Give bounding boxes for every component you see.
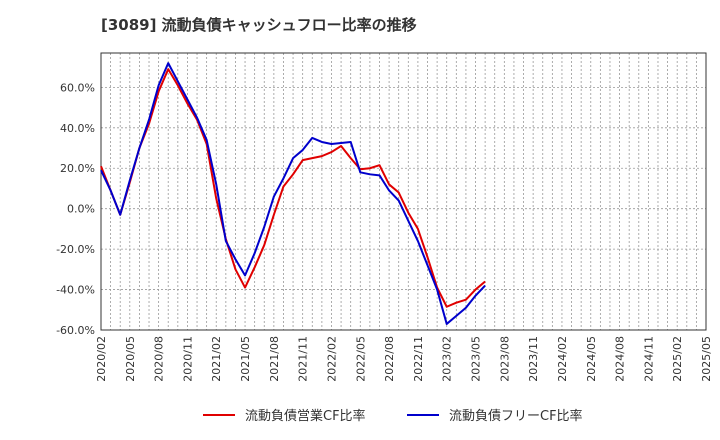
x-tick-label: 2022/11 (412, 336, 425, 382)
x-axis: 2020/02 2020/05 2020/08 2020/11 2021/02 2021/… (95, 336, 713, 382)
y-tick-label: 60.0% (60, 81, 95, 94)
x-tick-label: 2023/02 (441, 336, 454, 382)
x-tick-label: 2024/02 (556, 336, 569, 382)
x-tick-label: 2020/08 (153, 336, 166, 382)
chart-title: [3089] 流動負債キャッシュフロー比率の推移 (101, 16, 417, 34)
x-tick-label: 2025/02 (671, 336, 684, 382)
series-points-1 (100, 63, 486, 324)
grid (100, 53, 707, 331)
y-tick-label: -20.0% (56, 243, 95, 256)
x-tick-label: 2024/11 (642, 336, 655, 382)
x-tick-label: 2024/05 (585, 336, 598, 382)
x-tick-label: 2021/02 (210, 336, 223, 382)
x-tick-label: 2022/02 (325, 336, 338, 382)
y-tick-label: 20.0% (60, 162, 95, 175)
x-tick-label: 2021/08 (268, 336, 281, 382)
series-points-0 (100, 69, 486, 307)
plot-frame (100, 52, 707, 331)
series-line-0 (100, 68, 486, 308)
x-tick-label: 2025/05 (700, 336, 713, 382)
legend-label-1: 流動負債フリーCF比率 (449, 408, 583, 424)
plot-area (100, 52, 707, 331)
legend-label-0: 流動負債営業CF比率 (245, 408, 366, 424)
x-tick-label: 2022/05 (354, 336, 367, 382)
x-tick-label: 2021/05 (239, 336, 252, 382)
y-tick-label: 40.0% (60, 122, 95, 135)
y-tick-label: -40.0% (56, 284, 95, 297)
y-tick-label: -60.0% (56, 324, 95, 337)
series-layer (100, 62, 486, 325)
x-tick-label: 2020/02 (95, 336, 108, 382)
x-tick-label: 2023/11 (527, 336, 540, 382)
x-tick-label: 2023/08 (498, 336, 511, 382)
y-axis: 60.0% 40.0% 20.0% 0.0% -20.0% -40.0% -60.0% (56, 81, 95, 337)
x-tick-label: 2021/11 (297, 336, 310, 382)
x-tick-label: 2020/11 (181, 336, 194, 382)
y-tick-label: 0.0% (67, 203, 95, 216)
legend: 流動負債営業CF比率 流動負債フリーCF比率 (203, 408, 583, 424)
x-tick-label: 2024/08 (614, 336, 627, 382)
x-tick-label: 2023/05 (470, 336, 483, 382)
x-tick-label: 2020/05 (124, 336, 137, 382)
x-tick-label: 2022/08 (383, 336, 396, 382)
